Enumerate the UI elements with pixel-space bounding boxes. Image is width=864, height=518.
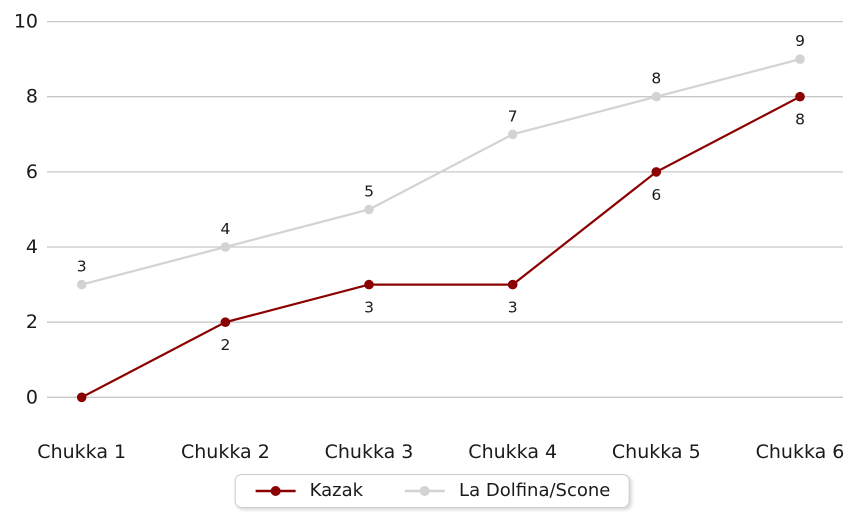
data-point — [795, 91, 805, 102]
data-point — [220, 242, 231, 252]
data-point — [651, 91, 662, 102]
data-point — [76, 279, 87, 290]
data-label: 9 — [795, 32, 805, 50]
data-label: 7 — [508, 107, 518, 125]
x-tick-label: Chukka 5 — [612, 441, 701, 463]
x-tick-label: Chukka 2 — [181, 441, 270, 463]
data-label: 4 — [220, 220, 230, 238]
data-label: 3 — [508, 299, 518, 317]
data-point — [507, 129, 518, 140]
legend-label-kazak: Kazak — [309, 480, 364, 502]
data-point — [507, 279, 518, 290]
y-tick-label: 4 — [26, 236, 38, 258]
data-point — [76, 392, 87, 403]
x-tick-label: Chukka 3 — [325, 441, 414, 463]
legend-label-la-dolfina-scone: La Dolfina/Scone — [459, 480, 611, 502]
data-point — [651, 167, 662, 177]
data-label: 6 — [651, 186, 661, 204]
legend-item-la-dolfina-scone: La Dolfina/Scone — [403, 480, 610, 502]
y-tick-label: 0 — [26, 386, 38, 408]
x-tick-label: Chukka 4 — [468, 441, 557, 463]
legend-item-kazak: Kazak — [254, 480, 363, 502]
data-label: 3 — [364, 299, 374, 317]
x-tick-label: Chukka 6 — [756, 441, 845, 463]
data-label: 5 — [364, 183, 374, 201]
y-tick-label: 2 — [26, 311, 38, 333]
y-tick-label: 6 — [26, 161, 38, 183]
data-label: 8 — [651, 70, 661, 88]
legend: Kazak La Dolfina/Scone — [234, 474, 630, 508]
data-point — [364, 204, 374, 215]
kazak-line-marker-swatch — [255, 486, 296, 497]
x-tick-label: Chukka 1 — [37, 441, 126, 463]
data-label: 8 — [795, 111, 805, 129]
data-point — [795, 54, 805, 64]
y-tick-label: 10 — [14, 11, 38, 33]
data-point — [220, 317, 231, 328]
series-line — [81, 95, 801, 399]
data-label: 3 — [77, 258, 87, 276]
data-label: 2 — [220, 336, 230, 354]
la-dolfina-scone-line-marker-swatch — [405, 486, 446, 497]
y-tick-label: 8 — [26, 86, 38, 108]
series-line — [81, 58, 801, 286]
data-point — [364, 279, 374, 290]
